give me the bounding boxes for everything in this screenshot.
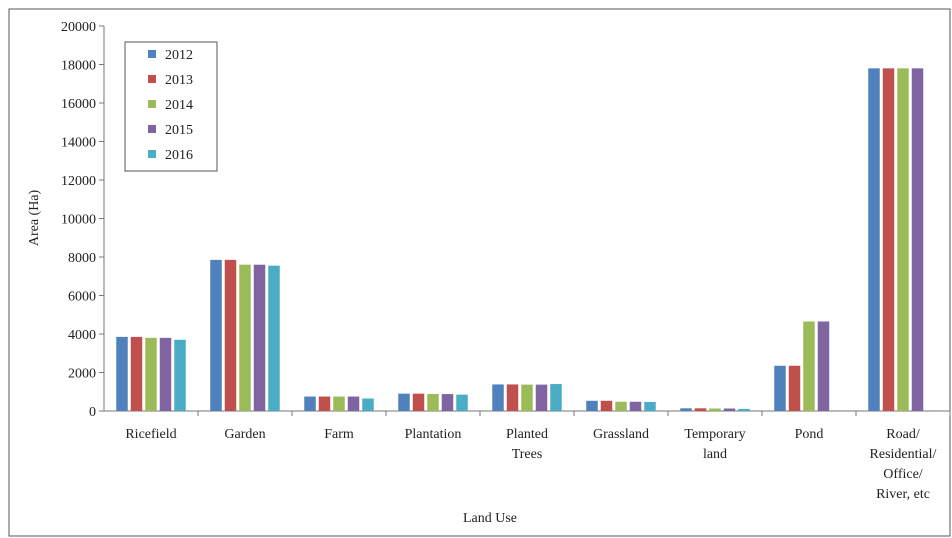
legend-swatch xyxy=(148,50,156,58)
x-tick-label: Garden xyxy=(224,427,265,442)
bar-2015 xyxy=(723,408,736,411)
x-tick-label: Grassland xyxy=(593,427,649,442)
bar-2014 xyxy=(239,264,251,411)
bar-2016 xyxy=(738,408,750,411)
legend-label: 2014 xyxy=(165,98,193,113)
x-tick-label: Ricefield xyxy=(125,427,176,442)
bar-2015 xyxy=(159,337,172,411)
x-tick-label: Road/Residential/Office/River, etc xyxy=(870,427,937,502)
x-tick-label: Pond xyxy=(795,427,824,442)
bar-2016 xyxy=(550,384,562,411)
bar-2014 xyxy=(427,394,439,411)
legend-swatch xyxy=(148,100,156,108)
bar-2016 xyxy=(362,398,374,411)
y-tick-label: 14000 xyxy=(61,136,96,151)
legend-swatch xyxy=(148,125,156,133)
bar-2014 xyxy=(521,384,533,411)
legend-label: 2012 xyxy=(165,48,193,63)
x-tick-label: Temporary land xyxy=(684,427,745,462)
y-tick-label: 6000 xyxy=(68,290,96,305)
bar-2012 xyxy=(398,393,410,411)
legend-label: 2013 xyxy=(165,73,193,88)
bar-2016 xyxy=(644,401,656,411)
bar-2015 xyxy=(347,396,360,411)
legend-label: 2016 xyxy=(165,148,193,163)
bar-2013 xyxy=(130,336,143,411)
legend-swatch xyxy=(148,75,156,83)
bar-2013 xyxy=(506,384,519,411)
x-tick-label: Plantation xyxy=(405,427,462,442)
y-tick-label: 20000 xyxy=(61,20,96,35)
bar-2015 xyxy=(535,384,548,411)
bar-2016 xyxy=(268,265,280,411)
bar-2012 xyxy=(868,68,880,411)
bar-2014 xyxy=(333,396,345,411)
x-tick-label: Farm xyxy=(324,427,354,442)
y-tick-label: 12000 xyxy=(61,174,96,189)
y-tick-label: 0 xyxy=(89,405,96,420)
y-tick-label: 8000 xyxy=(68,251,96,266)
bar-2013 xyxy=(600,400,613,411)
legend-box xyxy=(124,41,218,172)
y-tick-label: 4000 xyxy=(68,328,96,343)
bar-2014 xyxy=(145,337,157,411)
bar-2013 xyxy=(788,365,801,411)
bar-2013 xyxy=(882,68,895,411)
bar-2014 xyxy=(803,321,815,411)
plot-area: 0 2000 4000 6000 8000 10000 12000 14000 16000 180… xyxy=(61,20,951,502)
bar-2012 xyxy=(304,396,316,411)
bar-2015 xyxy=(441,394,454,411)
bar-2013 xyxy=(224,259,237,411)
bar-2012 xyxy=(680,408,692,411)
y-axis-title: Area (Ha) xyxy=(27,189,42,246)
bar-2013 xyxy=(318,396,331,411)
y-tick-label: 10000 xyxy=(61,213,96,228)
bar-2014 xyxy=(615,401,627,411)
legend-label: 2015 xyxy=(165,123,193,138)
bar-2015 xyxy=(911,68,924,411)
bar-2012 xyxy=(116,336,128,411)
bar-2012 xyxy=(586,400,598,411)
y-tick-label: 16000 xyxy=(61,97,96,112)
bar-2014 xyxy=(897,68,909,411)
bar-2013 xyxy=(412,393,425,411)
bar-2016 xyxy=(456,394,468,411)
bar-2015 xyxy=(253,264,266,411)
legend-swatch xyxy=(148,150,156,158)
bar-2016 xyxy=(174,339,186,411)
bar-2013 xyxy=(694,408,707,411)
bar-2012 xyxy=(774,365,786,411)
bar-2015 xyxy=(629,401,642,411)
legend: 2012 2013 2014 2015 2016 xyxy=(124,41,218,172)
y-tick-label: 2000 xyxy=(68,367,96,382)
chart-frame xyxy=(8,8,951,537)
bar-2012 xyxy=(210,259,222,411)
x-tick-label: Planted Trees xyxy=(506,427,548,462)
x-axis-title: Land Use xyxy=(463,511,517,526)
y-tick-label: 18000 xyxy=(61,59,96,74)
bar-2014 xyxy=(709,408,721,411)
bar-2015 xyxy=(817,321,830,411)
bar-2012 xyxy=(492,384,504,411)
